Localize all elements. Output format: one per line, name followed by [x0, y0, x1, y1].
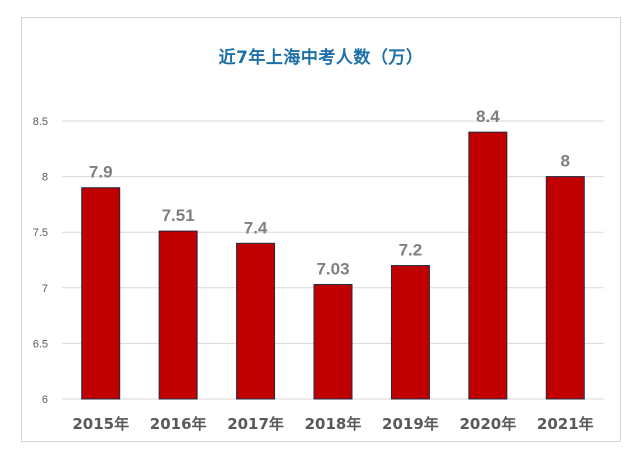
y-tick-label: 8 [42, 172, 48, 184]
bar [545, 176, 585, 400]
data-label: 8.4 [476, 107, 500, 126]
x-tick-label: 2018年 [305, 415, 362, 433]
x-tick-label: 2019年 [382, 415, 439, 433]
x-tick-label: 2015年 [72, 415, 129, 433]
y-tick-label: 6.5 [33, 338, 48, 350]
bar [81, 187, 121, 400]
data-label: 7.2 [399, 241, 423, 260]
data-label: 7.03 [316, 259, 349, 278]
x-tick-label: 2020年 [459, 415, 516, 433]
y-tick-label: 7.5 [33, 227, 48, 239]
bar [236, 242, 276, 400]
bar [313, 283, 353, 400]
data-label: 7.51 [162, 206, 195, 225]
data-label: 8 [561, 152, 570, 171]
data-label: 7.4 [244, 218, 268, 237]
x-tick-label: 2016年 [150, 415, 207, 433]
x-tick-label: 2021年 [537, 415, 594, 433]
y-tick-label: 7 [42, 283, 48, 295]
data-label: 7.9 [89, 163, 113, 182]
x-tick-label: 2017年 [227, 415, 284, 433]
y-tick-label: 6 [42, 394, 48, 406]
chart-title: 近7年上海中考人数（万） [218, 48, 424, 68]
y-tick-label: 8.5 [33, 116, 48, 128]
bar [390, 265, 430, 400]
bar [468, 131, 508, 400]
bar [158, 230, 198, 400]
